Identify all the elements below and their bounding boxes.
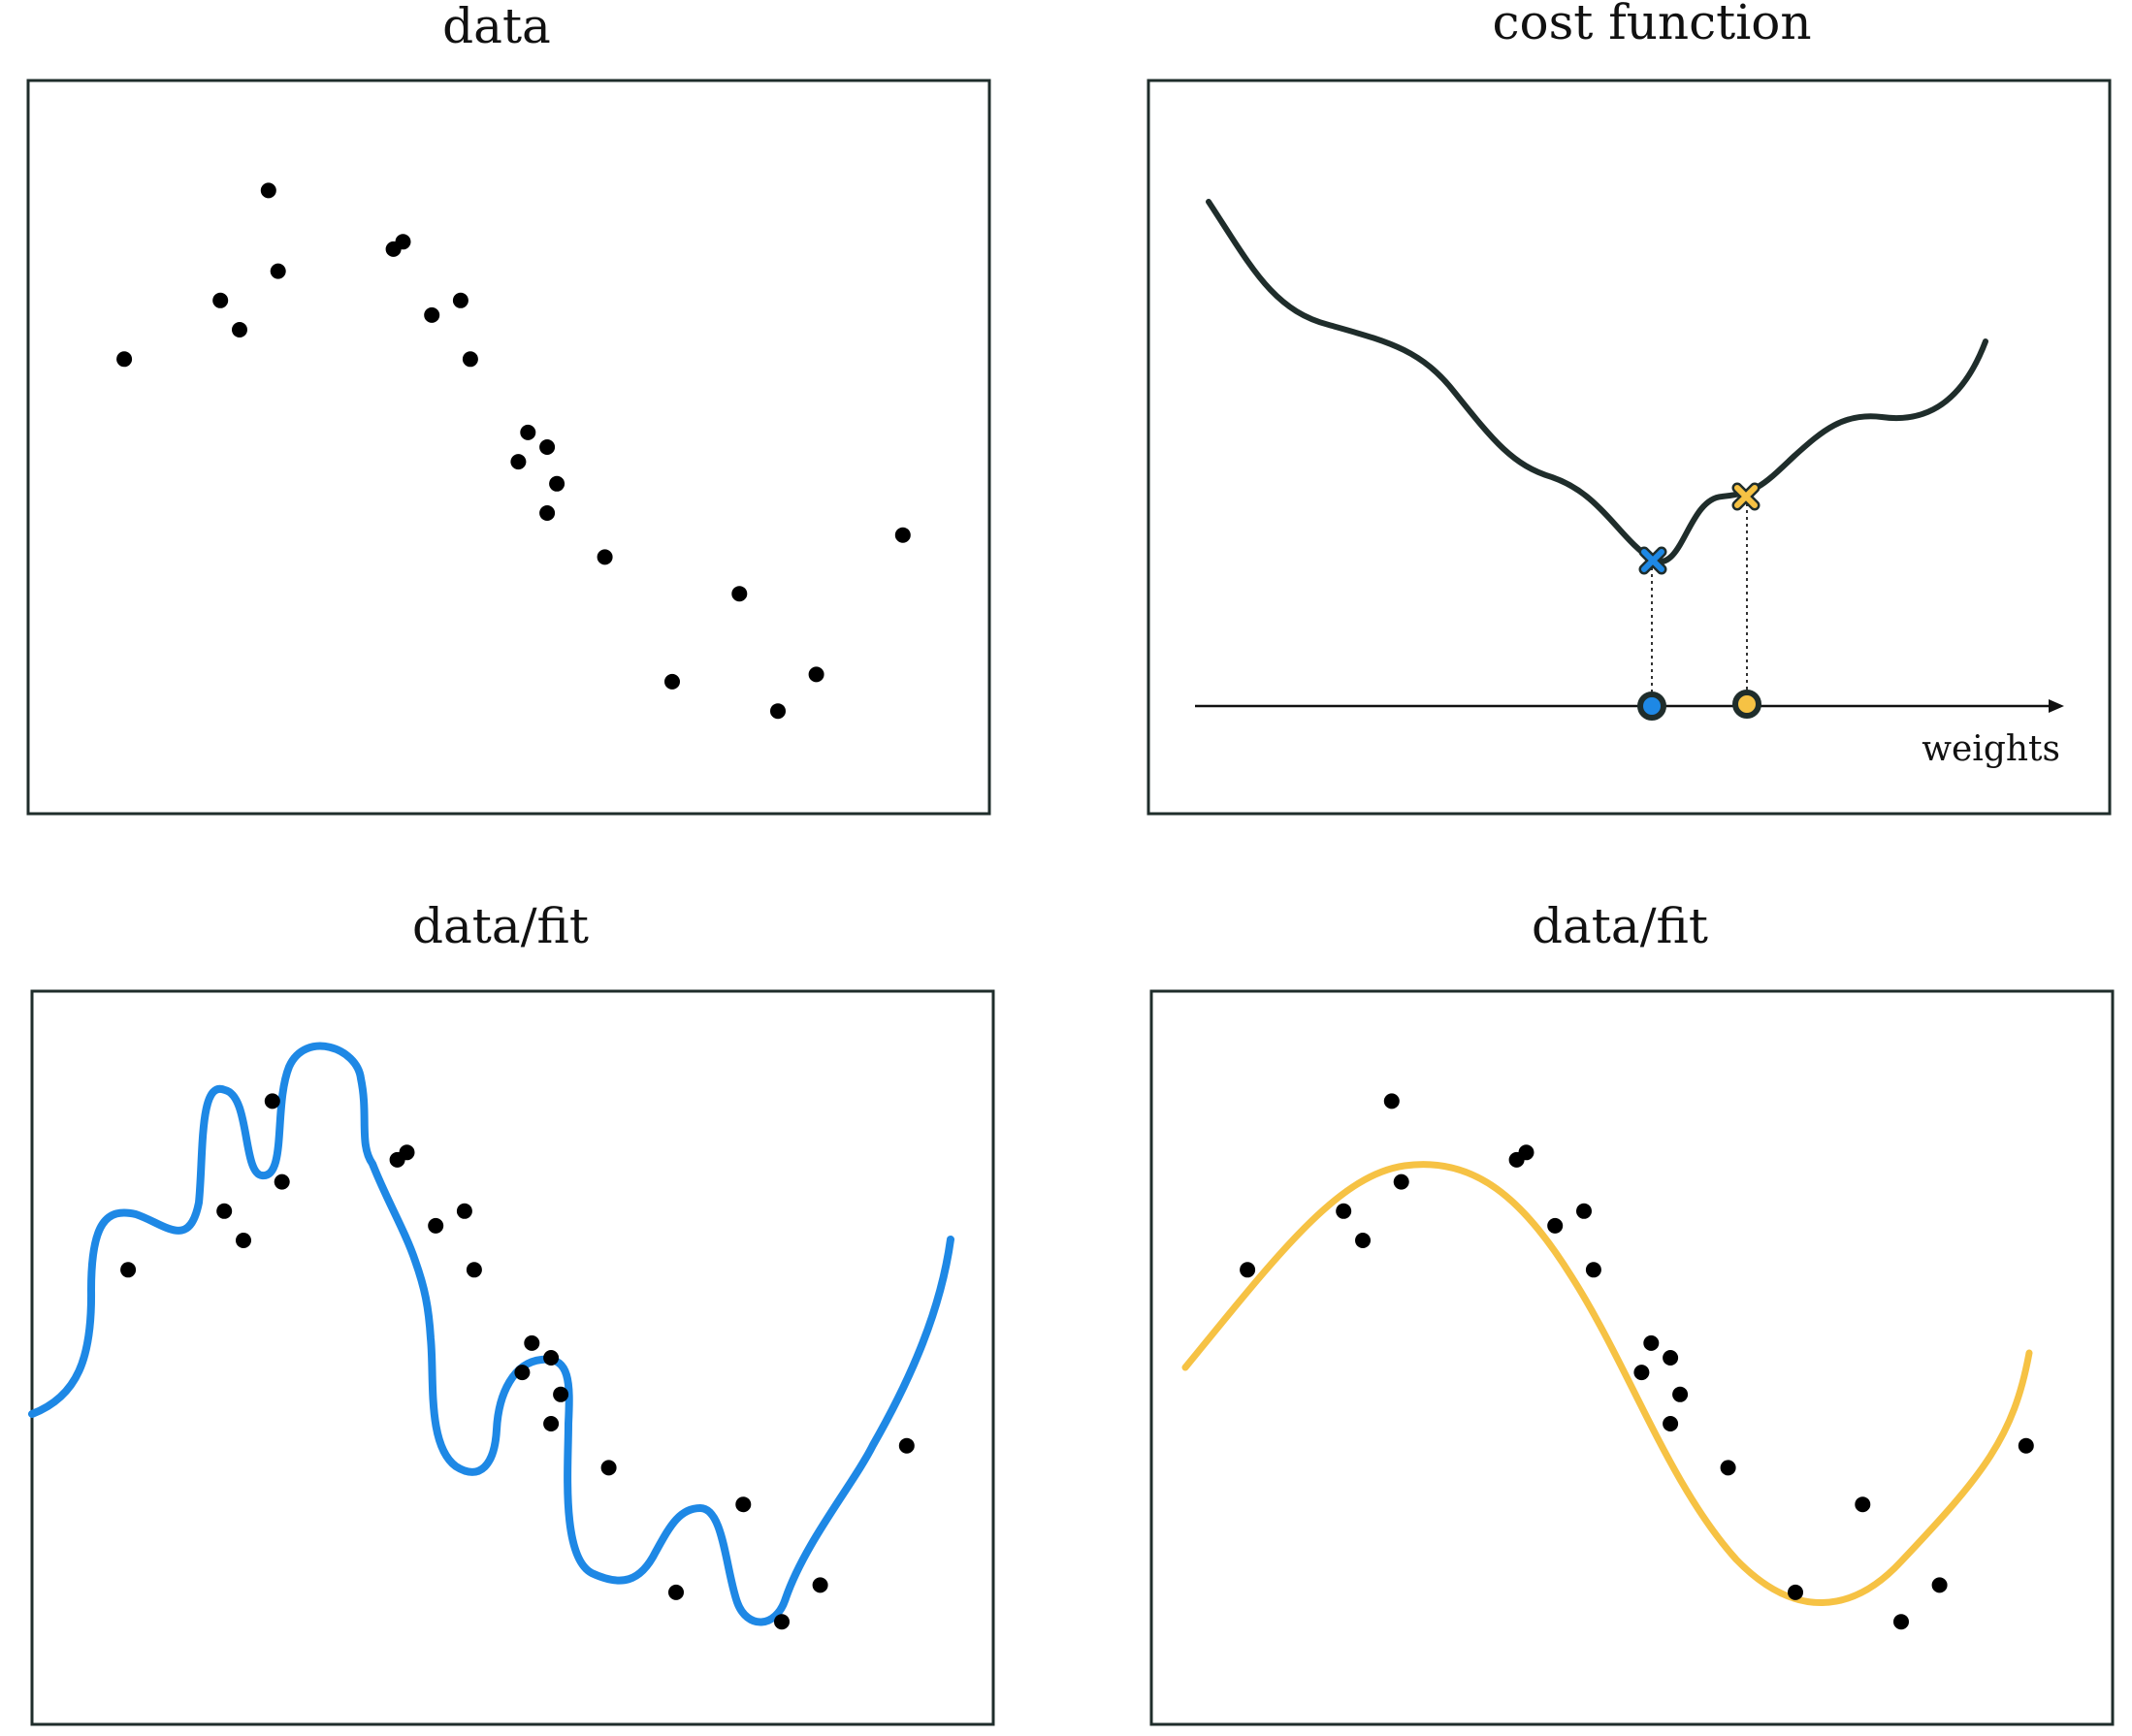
panel-cost: cost function weights (1147, 0, 2112, 816)
data-point (1383, 1093, 1400, 1109)
data-point (543, 1416, 560, 1431)
data-point (270, 263, 286, 279)
blue-weight-marker (1637, 691, 1666, 721)
data-point (894, 527, 911, 543)
data-point (731, 586, 748, 602)
data-points (116, 182, 911, 720)
data-point (264, 1093, 280, 1109)
data-point (520, 424, 536, 440)
panel-data: data (26, 0, 991, 816)
data-point (524, 1334, 540, 1351)
plot-frame-cost (1147, 79, 2112, 816)
data-point (600, 1460, 617, 1476)
data-point (774, 1614, 790, 1630)
data-point (424, 306, 440, 323)
data-point (1855, 1496, 1871, 1513)
data-point (399, 1144, 415, 1161)
data-point (452, 292, 468, 308)
overfit-curve (28, 1042, 954, 1626)
data-point (1663, 1350, 1679, 1366)
data-point (395, 234, 411, 250)
cost-curve (1206, 199, 1988, 565)
data-point (1518, 1144, 1534, 1161)
weights-axis-label: weights (1922, 729, 2060, 769)
data-point (1393, 1173, 1409, 1190)
data-point (1633, 1365, 1650, 1381)
data-point (553, 1386, 569, 1402)
data-point (770, 703, 786, 720)
data-point (428, 1217, 444, 1234)
data-point (812, 1577, 828, 1593)
data-point (456, 1203, 472, 1219)
data-point (1240, 1262, 1256, 1278)
plot-frame-fit-smooth (1149, 989, 2115, 1726)
panel-title-fit-smooth: data/fit (1532, 898, 1708, 954)
yellow-weight-marker (1732, 690, 1761, 719)
plot-frame-fit-overfit (30, 989, 995, 1726)
data-points (1240, 1093, 2034, 1630)
data-point (668, 1584, 684, 1600)
data-point (1931, 1577, 1948, 1593)
panel-title-data: data (442, 0, 551, 54)
data-point (549, 475, 565, 492)
panel-title-fit-overfit: data/fit (412, 898, 589, 954)
weights-axis-arrowhead (2049, 699, 2064, 713)
data-point (543, 1350, 560, 1366)
data-point (466, 1262, 482, 1278)
panel-title-cost: cost function (1492, 0, 1811, 50)
plot-frame-data (26, 79, 991, 816)
data-point (514, 1365, 531, 1381)
data-point (1336, 1203, 1352, 1219)
data-point (539, 439, 556, 455)
data-point (1355, 1233, 1371, 1248)
data-point (1585, 1262, 1601, 1278)
data-point (664, 673, 680, 690)
data-point (1720, 1460, 1736, 1476)
data-point (1893, 1614, 1909, 1630)
data-point (735, 1496, 752, 1513)
smooth-fit-curve (1181, 1161, 2033, 1606)
data-points (120, 1093, 915, 1630)
data-point (1547, 1217, 1564, 1234)
panel-fit-overfit: data/fit (28, 898, 995, 1726)
data-point (2018, 1437, 2034, 1454)
data-point (1672, 1386, 1689, 1402)
data-point (1643, 1334, 1660, 1351)
data-point (898, 1437, 915, 1454)
data-point (274, 1173, 290, 1190)
data-point (1788, 1584, 1803, 1600)
data-point (597, 549, 613, 565)
panel-fit-smooth: data/fit (1149, 898, 2115, 1726)
data-point (808, 666, 824, 683)
data-point (212, 292, 229, 308)
data-point (510, 454, 527, 470)
data-point (232, 322, 247, 338)
yellow-cross-marker (1731, 482, 1761, 511)
data-point (216, 1203, 233, 1219)
data-point (120, 1262, 137, 1278)
data-point (539, 505, 556, 521)
data-point (236, 1233, 251, 1248)
data-point (116, 351, 133, 368)
data-point (1576, 1203, 1592, 1219)
data-point (260, 182, 276, 199)
data-point (1663, 1416, 1679, 1431)
data-point (462, 351, 478, 368)
blue-cross-marker (1638, 546, 1667, 575)
